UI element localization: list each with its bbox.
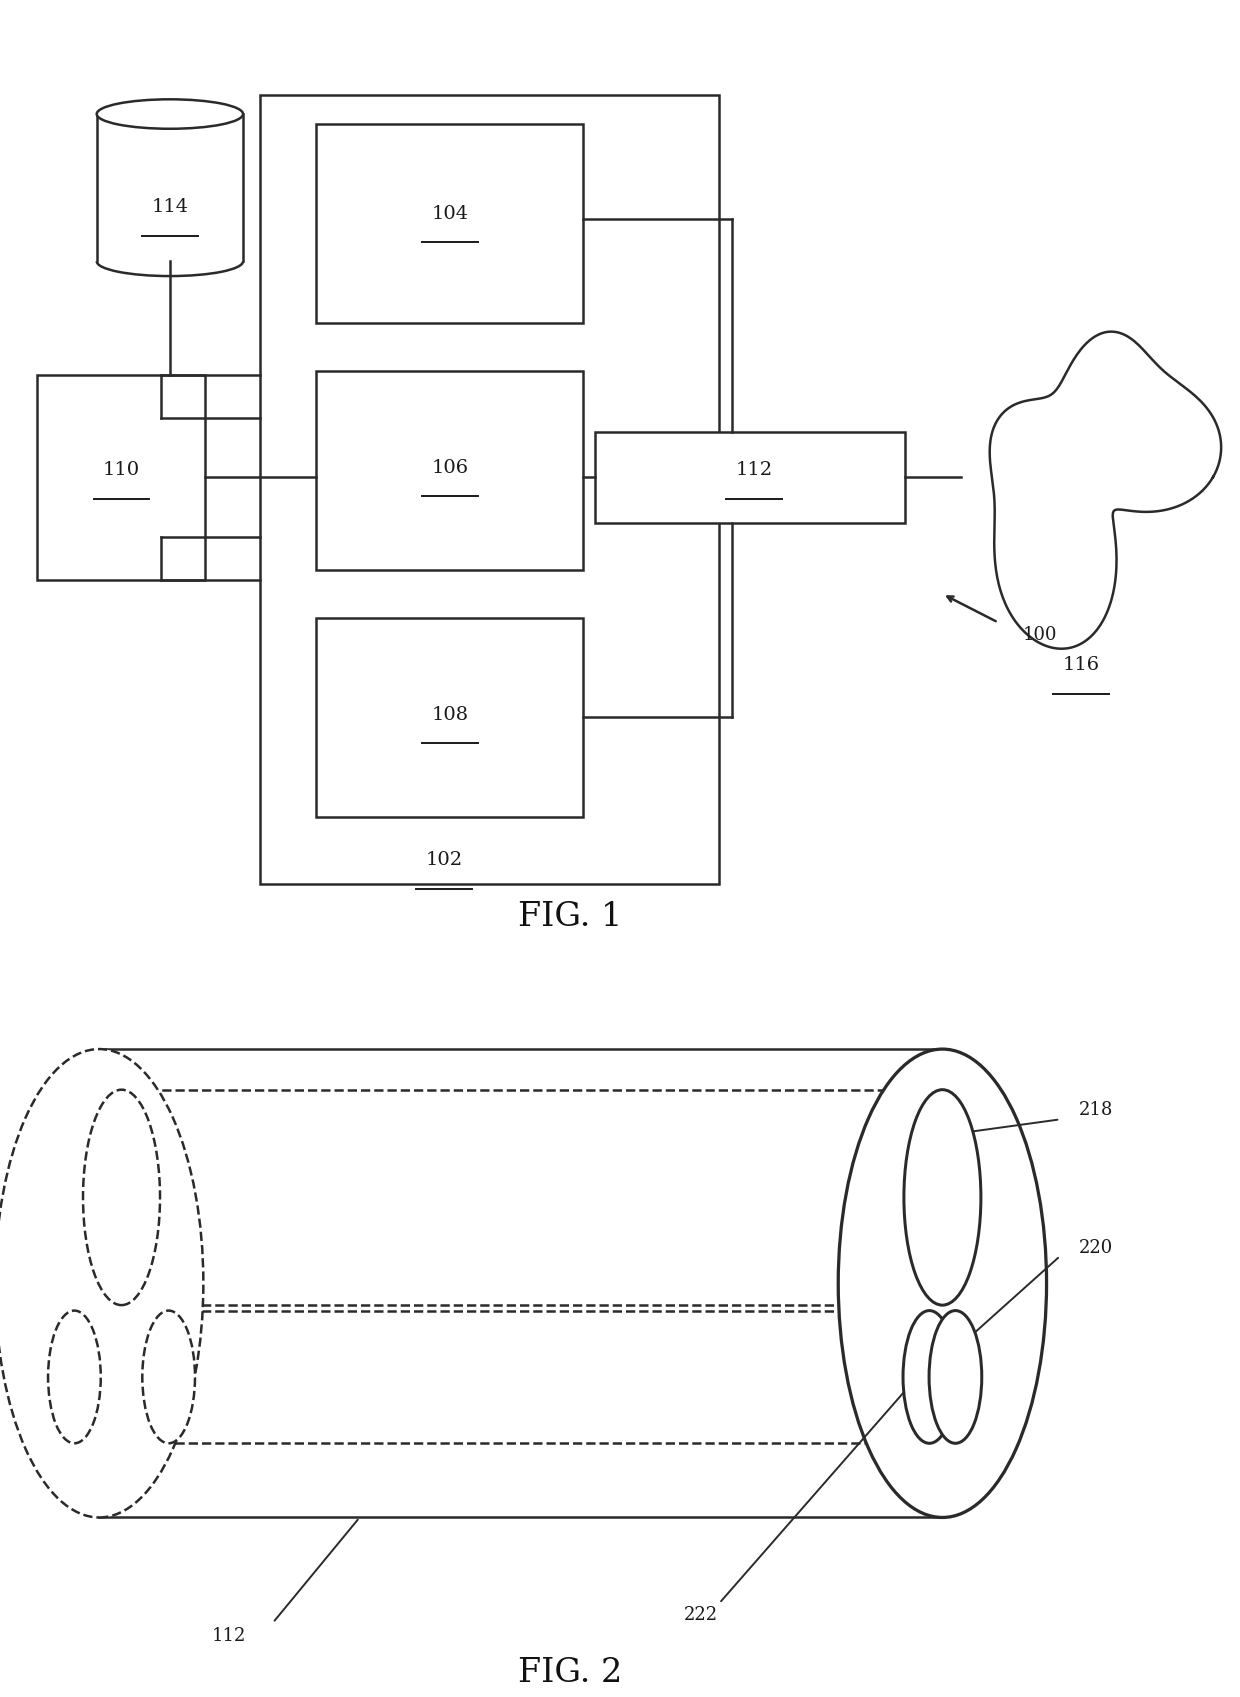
Text: 116: 116 xyxy=(1063,657,1100,674)
Text: 102: 102 xyxy=(425,850,463,869)
Ellipse shape xyxy=(904,1089,981,1305)
Text: 112: 112 xyxy=(735,462,773,480)
Ellipse shape xyxy=(838,1049,1047,1517)
Text: 104: 104 xyxy=(432,205,469,222)
Bar xyxy=(37,375,205,580)
Text: 114: 114 xyxy=(151,199,188,216)
Ellipse shape xyxy=(97,100,243,129)
Text: 218: 218 xyxy=(1079,1101,1114,1118)
Bar xyxy=(260,95,719,884)
Text: FIG. 2: FIG. 2 xyxy=(518,1658,622,1689)
Text: 108: 108 xyxy=(432,706,469,723)
Ellipse shape xyxy=(48,1310,100,1442)
Bar xyxy=(316,370,583,570)
Bar xyxy=(316,124,583,322)
Text: 106: 106 xyxy=(432,458,469,477)
Ellipse shape xyxy=(903,1310,956,1442)
Text: FIG. 1: FIG. 1 xyxy=(518,901,622,933)
Ellipse shape xyxy=(143,1310,195,1442)
Text: 112: 112 xyxy=(212,1627,247,1644)
Bar xyxy=(316,618,583,818)
Text: 110: 110 xyxy=(103,462,140,480)
Ellipse shape xyxy=(83,1089,160,1305)
Text: 220: 220 xyxy=(1079,1239,1114,1257)
Bar xyxy=(595,433,905,523)
Ellipse shape xyxy=(929,1310,982,1442)
Ellipse shape xyxy=(0,1049,203,1517)
Text: 100: 100 xyxy=(1023,626,1058,643)
Text: 222: 222 xyxy=(683,1605,718,1624)
